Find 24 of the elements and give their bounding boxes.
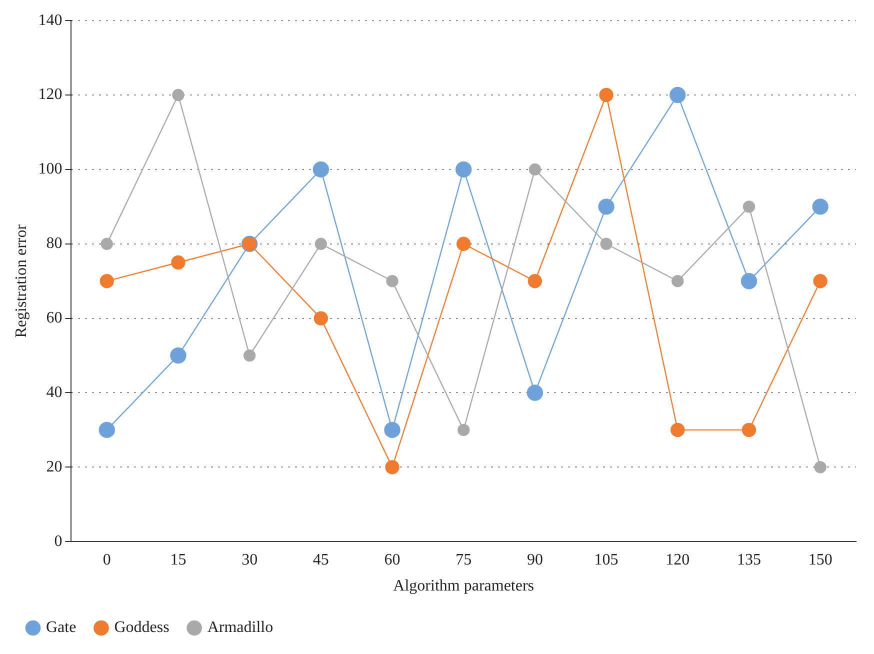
y-tick-label: 20 (46, 458, 62, 476)
y-tick-label: 100 (38, 160, 62, 178)
y-tick-label: 140 (38, 12, 62, 29)
legend-label: Gate (46, 619, 76, 636)
x-tick-label: 60 (384, 551, 400, 568)
y-tick-label: 40 (46, 384, 62, 401)
x-tick-label: 150 (808, 551, 832, 568)
y-tick-label: 80 (46, 235, 62, 252)
x-tick-label: 15 (170, 551, 186, 568)
x-tick-label: 45 (312, 551, 329, 568)
y-tick-label: 60 (46, 310, 62, 327)
x-tick-label: 30 (242, 551, 258, 568)
legend-label: Goddess (114, 619, 170, 636)
y-tick-label: 120 (38, 86, 62, 104)
y-axis-title: Registration error (12, 224, 30, 338)
x-tick-label: 75 (456, 551, 472, 568)
x-tick-label: 0 (102, 551, 111, 568)
legend-label: Armadillo (207, 619, 274, 636)
x-tick-label: 105 (594, 551, 618, 568)
y-tick-label: 0 (54, 532, 62, 550)
x-axis-title: Algorithm parameters (393, 578, 534, 595)
x-tick-label: 90 (526, 551, 543, 568)
x-tick-label: 135 (736, 551, 761, 568)
x-tick-label: 120 (666, 551, 690, 568)
